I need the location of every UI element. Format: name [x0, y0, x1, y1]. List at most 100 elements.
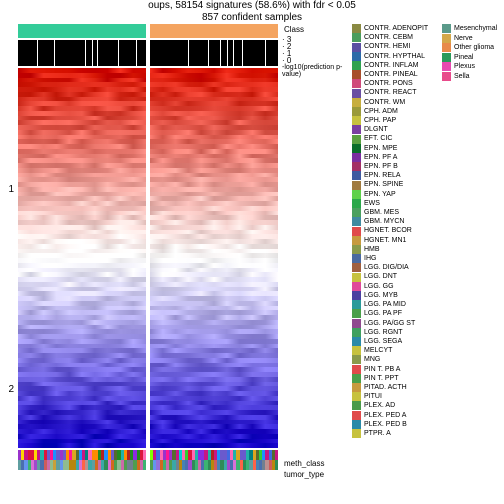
legend-swatch — [352, 282, 361, 291]
legend-label: Plexus — [454, 62, 475, 72]
legend-item: PLEX. AD — [352, 401, 442, 410]
tumor-type-legend: MesenchymalNerveOther gliomaPinealPlexus… — [442, 24, 502, 480]
legend-item: LGG. DNT — [352, 272, 442, 281]
legend-item: PITUI — [352, 392, 442, 401]
legend-item: EPN. YAP — [352, 190, 442, 199]
legend-item: HGNET. BCOR — [352, 226, 442, 235]
legend-item: PTPR. A — [352, 429, 442, 438]
legend-item: IHG — [352, 254, 442, 263]
legend-label: IHG — [364, 254, 376, 263]
legend-item: EWS — [352, 199, 442, 208]
legend-item: PIN T. PB A — [352, 365, 442, 374]
legend-swatch — [442, 53, 451, 62]
legend-item: LGG. RGNT — [352, 328, 442, 337]
legend-label: Nerve — [454, 34, 473, 44]
ann-label-meth: meth_class — [284, 458, 352, 469]
legend-swatch — [352, 245, 361, 254]
legend-label: HMB — [364, 245, 380, 254]
legend-label: LGG. DNT — [364, 272, 397, 281]
legend-label: LGG. MYB — [364, 291, 398, 300]
title-line-2: 857 confident samples — [202, 12, 302, 23]
ann-seg — [143, 450, 146, 460]
ann-right — [150, 450, 278, 470]
class-bar-2 — [150, 24, 278, 38]
legend-label: EFT. CIC — [364, 134, 392, 143]
legend-item: Sella — [442, 72, 502, 82]
legend-item: CONTR. INFLAM — [352, 61, 442, 70]
legend-item: LGG. DIG/DIA — [352, 263, 442, 272]
legend-swatch — [352, 33, 361, 42]
legend-item: CONTR. PINEAL — [352, 70, 442, 79]
axis-tick-2: 2 — [8, 384, 14, 395]
legend-swatch — [352, 217, 361, 226]
legend-label: PLEX. AD — [364, 401, 395, 410]
legend-item: HMB — [352, 245, 442, 254]
legend-label: PLEX. PED A — [364, 411, 406, 420]
legend-swatch — [352, 346, 361, 355]
legend-item: EPN. PF A — [352, 153, 442, 162]
legend-swatch — [352, 107, 361, 116]
legend-swatch — [352, 125, 361, 134]
legend-swatch — [352, 337, 361, 346]
legend-item: CPH. ADM — [352, 107, 442, 116]
legend-item: GBM. MYCN — [352, 217, 442, 226]
legend-label: CONTR. INFLAM — [364, 61, 418, 70]
legend-swatch — [352, 236, 361, 245]
legend-item: LGG. GG — [352, 282, 442, 291]
legend-label: EPN. SPINE — [364, 180, 403, 189]
legend-swatch — [352, 254, 361, 263]
legend-label: CPH. ADM — [364, 107, 398, 116]
legend-swatch — [352, 171, 361, 180]
legend-swatch — [352, 181, 361, 190]
legend-label: CONTR. PONS — [364, 79, 413, 88]
legend-label: EPN. PF A — [364, 153, 397, 162]
heat-row — [150, 443, 278, 448]
legend-item: CONTR. HEMI — [352, 42, 442, 51]
log10-bar — [18, 40, 278, 66]
legend-swatch — [352, 208, 361, 217]
legend-item: CONTR. HYPTHAL — [352, 52, 442, 61]
legend-label: MNG — [364, 355, 380, 364]
legend-label: LGG. DIG/DIA — [364, 263, 409, 272]
legend-label: LGG. RGNT — [364, 328, 403, 337]
legend-label: PTPR. A — [364, 429, 391, 438]
legend-item: PLEX. PED A — [352, 411, 442, 420]
legend-swatch — [352, 309, 361, 318]
legend-label: LGG. PA/GG ST — [364, 319, 415, 328]
heatmap — [18, 68, 278, 448]
legend-label: Sella — [454, 72, 470, 82]
legend-item: PITAD. ACTH — [352, 383, 442, 392]
legend-swatch — [352, 98, 361, 107]
scale-tick: · 0 — [282, 57, 352, 64]
legend-item: LGG. SEGA — [352, 337, 442, 346]
legend-label: LGG. SEGA — [364, 337, 402, 346]
legend-swatch — [352, 420, 361, 429]
legend-swatch — [352, 411, 361, 420]
legend-swatch — [352, 153, 361, 162]
legend-swatch — [352, 263, 361, 272]
log10-bar-right — [150, 40, 278, 66]
axis-tick-1: 1 — [8, 184, 14, 195]
legend-label: EPN. YAP — [364, 190, 396, 199]
legend-swatch — [352, 61, 361, 70]
scale-tick: · 1 — [282, 50, 352, 57]
legend-label: PIN T. PPT — [364, 374, 399, 383]
legend-label: CONTR. CEBM — [364, 33, 413, 42]
legend-label: PITAD. ACTH — [364, 383, 407, 392]
class-label: Class — [282, 24, 352, 36]
legend-item: Mesenchymal — [442, 24, 502, 34]
ann-row — [18, 450, 146, 460]
legend-swatch — [352, 355, 361, 364]
legend-item: Plexus — [442, 62, 502, 72]
legend-swatch — [352, 190, 361, 199]
legend-item: MNG — [352, 355, 442, 364]
legend-label: PIN T. PB A — [364, 365, 400, 374]
legend-label: GBM. MES — [364, 208, 399, 217]
legend-item: LGG. PA MID — [352, 300, 442, 309]
legend-item: CONTR. PONS — [352, 79, 442, 88]
legend-label: HGNET. BCOR — [364, 226, 412, 235]
legend-label: DLGNT — [364, 125, 388, 134]
legend-item: EFT. CIC — [352, 134, 442, 143]
legend-label: CONTR. PINEAL — [364, 70, 418, 79]
ann-row — [150, 450, 278, 460]
